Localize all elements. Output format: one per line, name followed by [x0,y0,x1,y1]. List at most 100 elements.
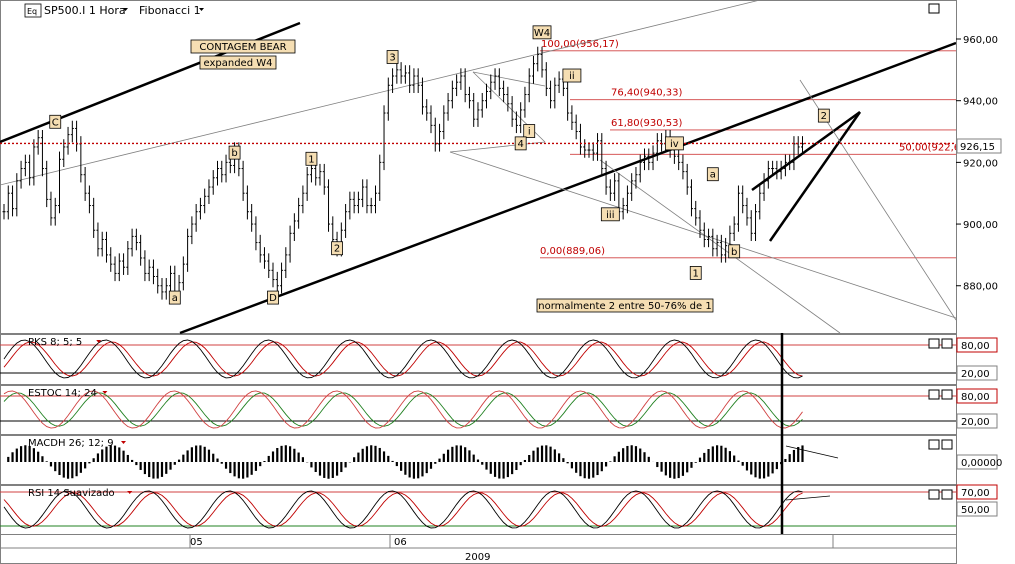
wave-label-box [817,108,830,123]
indicator-name: ESTOC 14; 24 [28,388,97,399]
wave-label-box [331,241,343,256]
indicator-main-line [3,390,803,429]
indicator-panels: PKS 8; 5; 5 80,00 20,00 ESTOC 14; 24 80,00 20… [0,334,1002,535]
indicator-level-label: 20,00 [961,417,990,428]
wave-label: iii [606,210,614,221]
wave-label: a [172,293,178,304]
price-tick-label: 920,00 [963,158,998,169]
indicator-level-badge [956,454,998,470]
indicator-level-badge [956,388,998,404]
contagem-note: CONTAGEM BEAR [199,42,286,53]
wedge-lower-line [768,111,862,242]
price-panel [0,0,957,334]
symbol-label[interactable]: SP500.I 1 Hora [44,4,126,17]
wave-label-box [228,145,241,160]
wave-label: a [710,170,716,181]
wave-label-box [267,290,279,305]
price-tick-label: 900,00 [963,220,998,231]
wave-label-box [532,25,552,40]
app-icon-label: Eq [27,7,37,16]
indicator-level-label: 80,00 [961,341,990,352]
indicator-close-icon[interactable] [941,389,953,400]
indicator-signal-line [3,392,803,427]
wave-label: 3 [389,53,395,64]
wave-label-box [523,124,536,138]
wedge-upper-line [751,110,861,192]
wave-label: ii [569,71,575,82]
indicator-close-icon[interactable] [941,439,953,450]
wave-label-box [305,151,318,166]
time-label-05: 05 [190,537,203,548]
indicator-main-line [3,339,803,379]
wave-label-box [664,136,684,151]
study-label[interactable]: Fibonacci 1 [139,4,201,17]
fib-label: 100,00(956,17) [541,39,619,50]
wave-label-box [689,266,702,280]
expanded-box [199,55,277,70]
expanded-note: expanded W4 [204,58,273,69]
wave-label: 2 [334,244,340,255]
wave-label: 1 [693,268,699,279]
wave-label: 4 [517,139,523,150]
indicator-dropdown-icon[interactable] [96,340,102,343]
fibonacci-levels: 100,00(956,17) 76,40(940,33) 61,80(930,53)… [540,39,960,259]
indicator-panel [0,334,957,385]
indicator-close-icon[interactable] [941,489,953,500]
indicator-level-badge [956,484,998,500]
price-bars [2,46,804,300]
wave-label: C [52,117,59,128]
indicator-name: RSI 14 Suavizado [28,488,115,499]
wave-label-box [49,114,62,129]
wave-label: b [731,247,737,258]
normalmente-note: normalmente 2 entre 50-76% de 1 [538,301,711,312]
indicator-maximize-icon[interactable] [928,338,940,349]
thin-trend-1 [0,0,761,186]
indicator-level-label: 0,00000 [961,458,1002,469]
indicator-dropdown-icon[interactable] [121,441,126,444]
maximize-main-icon[interactable] [928,3,940,14]
year-label: 2009 [465,552,490,563]
symbol-dropdown-icon[interactable] [123,8,128,11]
fib-label: 76,40(940,33) [611,88,683,99]
current-price-badge [956,138,1002,154]
indicator-maximize-icon[interactable] [928,389,940,400]
wave-label: i [528,127,531,138]
wave-label-box [728,244,741,259]
indicator-level-badge [956,501,998,517]
wave-label-box [562,68,582,83]
wave-label: 1 [308,154,314,165]
indicator-dropdown-icon[interactable] [127,491,133,494]
wave-label: W4 [534,28,550,39]
wave-label-box [168,290,181,305]
indicator-close-icon[interactable] [941,338,953,349]
indicator-level-label: 80,00 [961,392,990,403]
wave-label-box [600,207,620,222]
wave-label: D [269,293,277,304]
price-axis: 960,00 940,00 920,00 900,00 880,00 [956,0,998,564]
study-dropdown-icon[interactable] [199,8,204,11]
normalmente-box [536,298,714,313]
indicator-maximize-icon[interactable] [928,439,940,450]
thin-trend-3 [599,159,841,334]
indicator-dropdown-icon[interactable] [102,391,108,394]
fib-label: 61,80(930,53) [611,118,683,129]
indicator-maximize-icon[interactable] [928,489,940,500]
indicator-level-label: 70,00 [961,488,990,499]
indicator-level-badge [956,365,998,381]
macd-divergence-line [785,445,839,459]
rsi-divergence-line [785,495,831,501]
indicator-level-label: 20,00 [961,369,990,380]
price-tick-label: 940,00 [963,97,998,108]
indicator-name: PKS 8; 5; 5 [28,337,82,348]
contagem-box [190,39,296,54]
time-label-06: 06 [394,537,407,548]
app-icon[interactable] [24,3,42,18]
indicator-level-label: 50,00 [961,505,990,516]
indicator-main-line [3,490,803,529]
wave-label: 2 [821,111,827,122]
indicator-name: MACDH 26; 12; 9 [28,438,114,449]
indicator-signal-line [3,492,803,527]
thin-trend-2 [449,151,957,319]
indicator-level-badge [956,337,998,353]
wave-label: iv [670,139,679,150]
